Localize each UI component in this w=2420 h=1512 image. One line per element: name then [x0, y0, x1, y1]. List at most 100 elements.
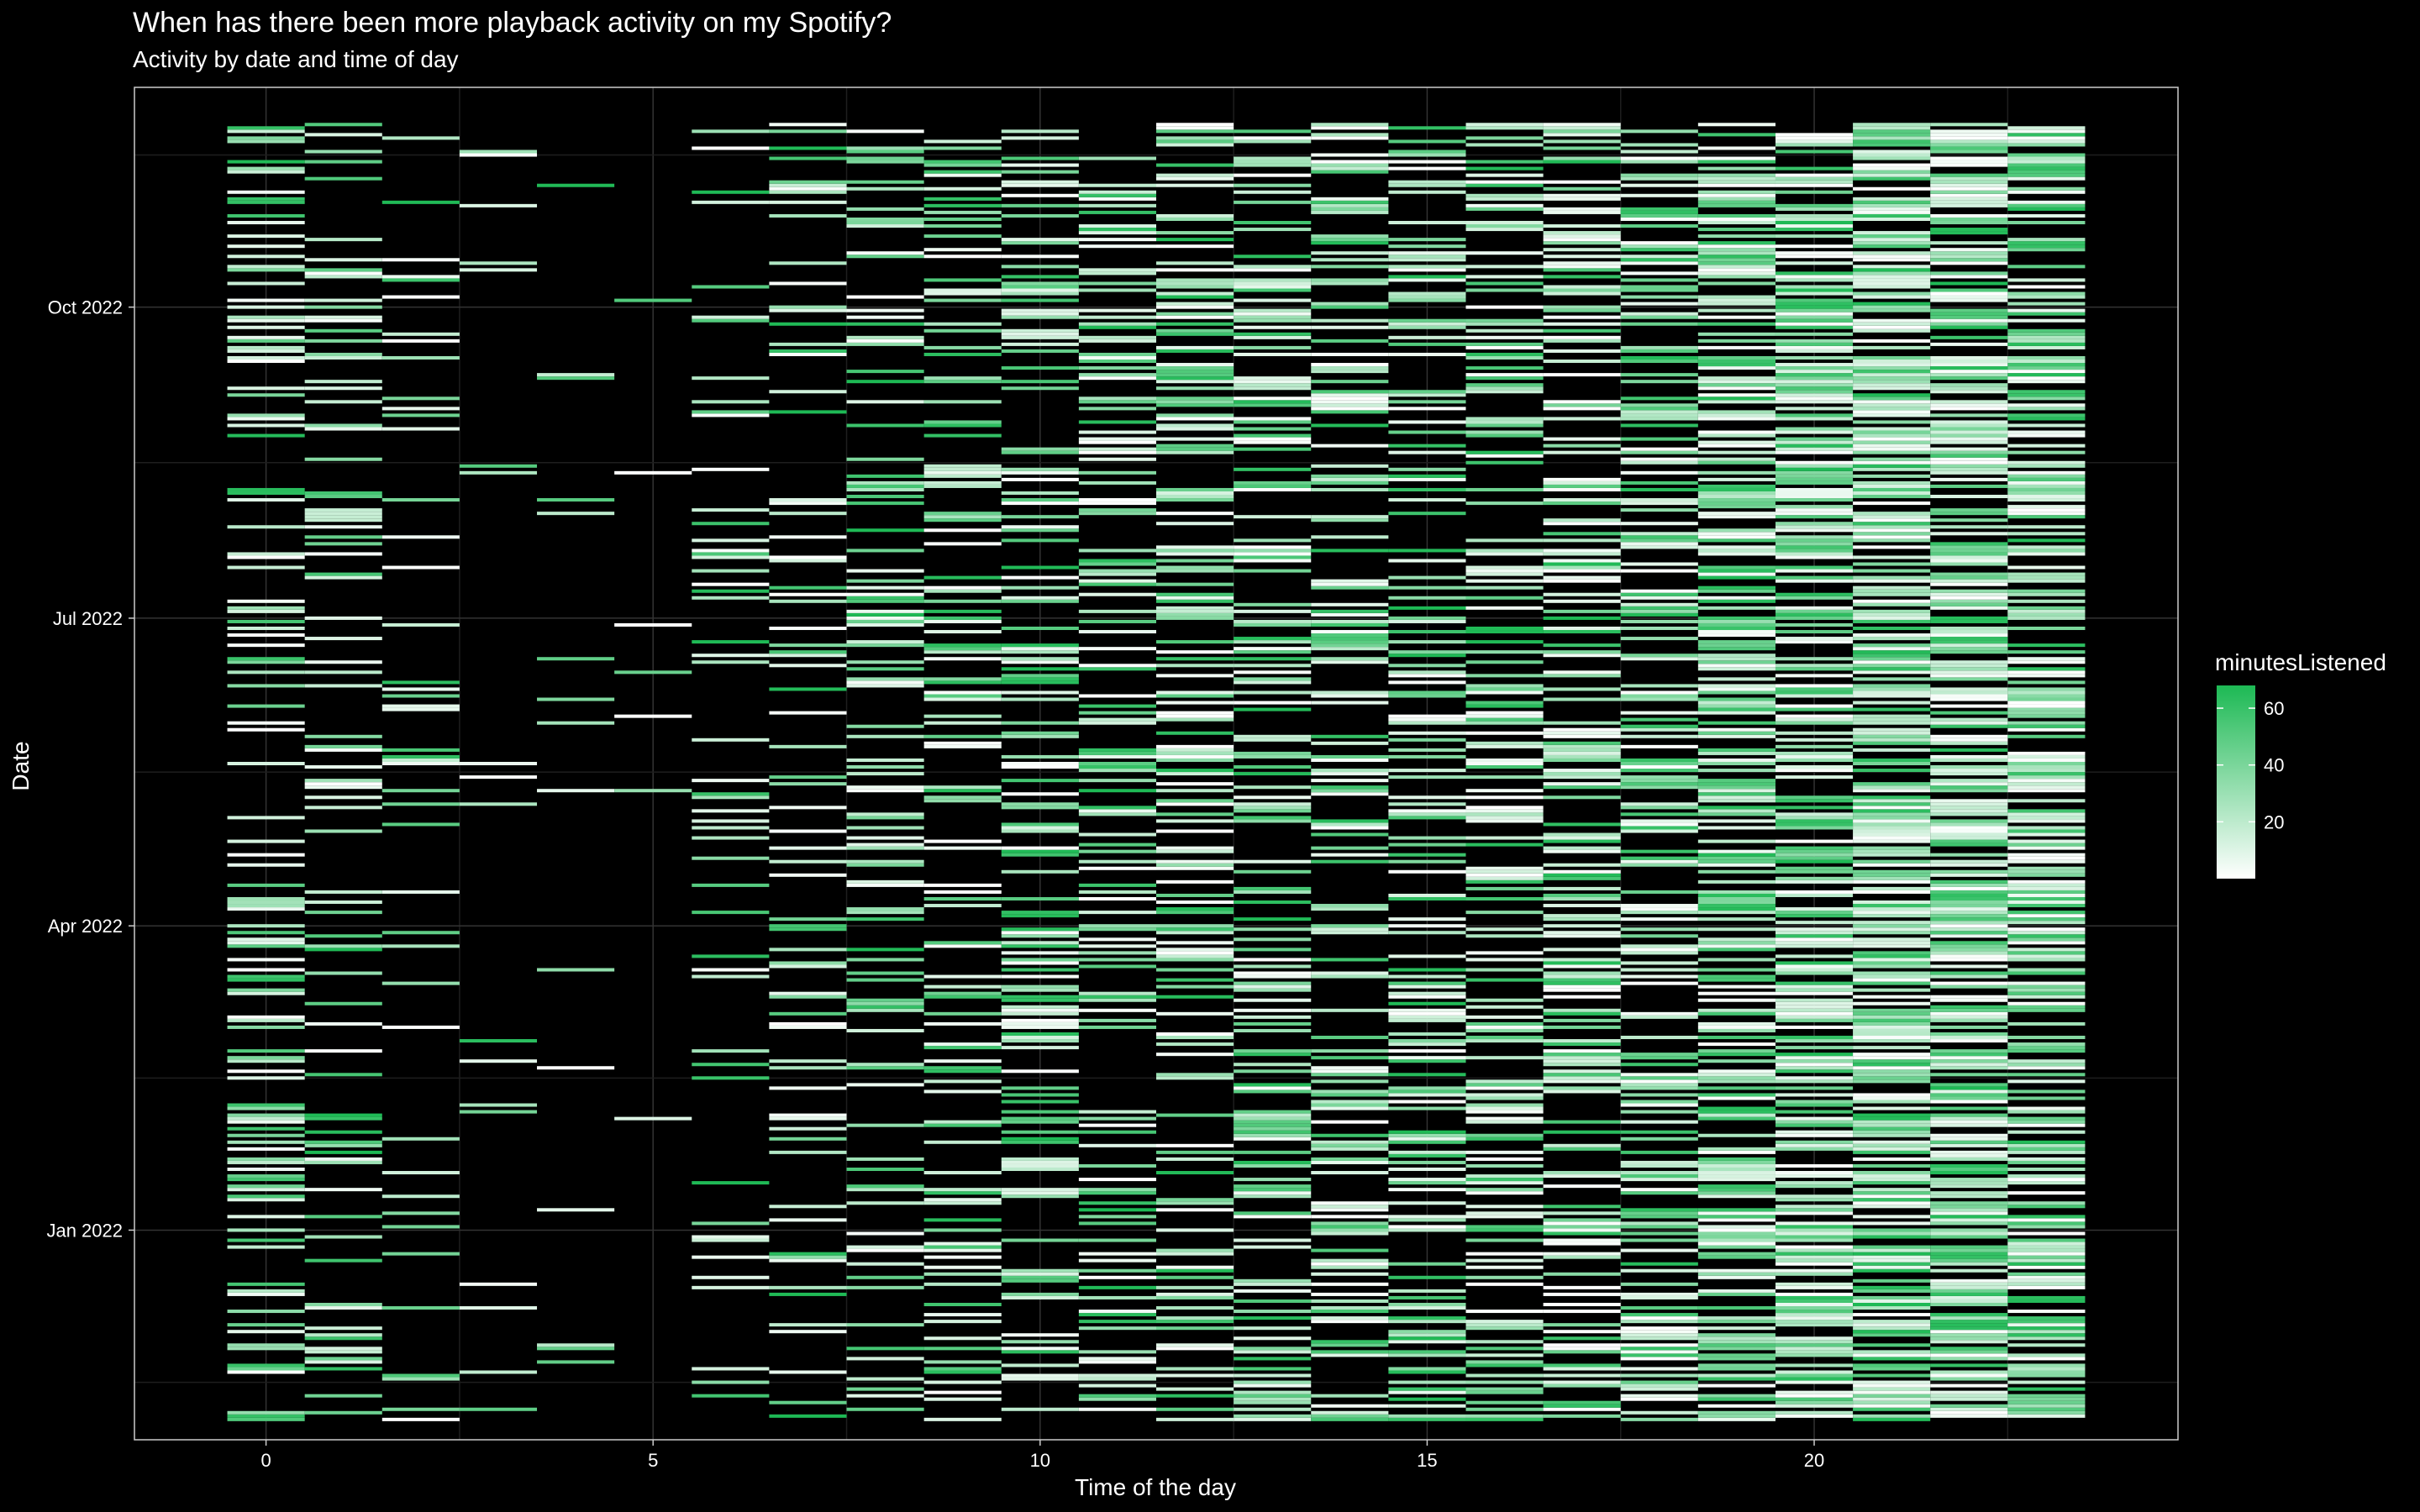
heatmap-tile	[1697, 193, 1776, 197]
heatmap-tile	[381, 761, 460, 766]
heatmap-tile	[1156, 1343, 1234, 1347]
heatmap-tile	[1620, 626, 1698, 631]
heatmap-tile	[923, 630, 1002, 634]
x-tick-label: 0	[260, 1450, 271, 1471]
heatmap-tile	[1697, 711, 1776, 715]
heatmap-tile	[1078, 927, 1156, 932]
heatmap-tile	[304, 670, 382, 675]
heatmap-tile	[1156, 238, 1234, 242]
heatmap-tile	[769, 1323, 847, 1327]
heatmap-tile	[846, 971, 924, 975]
heatmap-tile	[1078, 1110, 1156, 1114]
heatmap-tile	[923, 1390, 1002, 1394]
heatmap-tile	[923, 657, 1002, 661]
heatmap-tile	[1853, 633, 1931, 638]
heatmap-tile	[1775, 217, 1854, 221]
heatmap-tile	[846, 843, 924, 847]
heatmap-tile	[1853, 467, 1931, 471]
heatmap-tile	[1697, 1188, 1776, 1192]
heatmap-tile	[1156, 552, 1234, 556]
heatmap-tile	[2007, 917, 2086, 921]
heatmap-tile	[2007, 609, 2086, 613]
heatmap-tile	[1465, 1414, 1544, 1418]
heatmap-tile	[2007, 373, 2086, 377]
heatmap-tile	[1388, 616, 1466, 620]
heatmap-tile	[1465, 1373, 1544, 1378]
heatmap-tile	[769, 180, 847, 184]
heatmap-tile	[459, 464, 538, 468]
heatmap-tile	[692, 1049, 770, 1053]
heatmap-tile	[1001, 193, 1079, 197]
heatmap-tile	[1234, 1086, 1312, 1090]
heatmap-tile	[1156, 373, 1234, 377]
heatmap-tile	[1620, 765, 1698, 769]
heatmap-tile	[846, 217, 924, 221]
heatmap-tile	[1001, 914, 1079, 918]
heatmap-tile	[1853, 413, 1931, 417]
heatmap-tile	[1775, 308, 1854, 312]
heatmap-tile	[1853, 789, 1931, 793]
heatmap-tile	[1930, 954, 2008, 958]
heatmap-tile	[1930, 1011, 2008, 1016]
heatmap-tile	[1853, 795, 1931, 800]
heatmap-tile	[1543, 562, 1621, 566]
heatmap-tile	[1853, 1367, 1931, 1371]
heatmap-tile	[1078, 937, 1156, 942]
heatmap-tile	[846, 677, 924, 681]
heatmap-tile	[1234, 1299, 1312, 1303]
heatmap-tile	[1156, 948, 1234, 952]
heatmap-tile	[1001, 599, 1079, 603]
heatmap-tile	[1311, 1320, 1389, 1324]
heatmap-tile	[846, 1323, 924, 1327]
heatmap-tile	[1156, 802, 1234, 806]
heatmap-tile	[1775, 684, 1854, 688]
heatmap-tile	[1001, 761, 1079, 766]
heatmap-tile	[227, 643, 305, 648]
heatmap-tile	[1388, 954, 1466, 958]
heatmap-tile	[1465, 1380, 1544, 1384]
heatmap-tile	[1620, 1231, 1698, 1236]
heatmap-tile	[1775, 690, 1854, 695]
heatmap-tile	[1311, 772, 1389, 776]
heatmap-tile	[1930, 914, 2008, 918]
heatmap-tile	[1697, 366, 1776, 370]
heatmap-tile	[1156, 714, 1234, 718]
heatmap-tile	[1543, 1404, 1621, 1408]
heatmap-tile	[1311, 133, 1389, 137]
heatmap-tile	[923, 1313, 1002, 1317]
heatmap-tile	[1697, 991, 1776, 995]
heatmap-tile	[1465, 173, 1544, 177]
heatmap-tile	[1930, 1323, 2008, 1327]
heatmap-tile	[1853, 150, 1931, 154]
heatmap-tile	[2007, 734, 2086, 738]
heatmap-tile	[692, 819, 770, 823]
heatmap-tile	[846, 907, 924, 911]
heatmap-tile	[1001, 538, 1079, 543]
heatmap-tile	[1465, 450, 1544, 454]
heatmap-tile	[1311, 474, 1389, 478]
heatmap-tile	[1620, 1137, 1698, 1141]
heatmap-tile	[1311, 971, 1389, 975]
heatmap-tile	[1234, 315, 1312, 319]
heatmap-tile	[2007, 1282, 2086, 1286]
heatmap-tile	[1853, 1262, 1931, 1266]
heatmap-tile	[1001, 1046, 1079, 1050]
heatmap-tile	[1388, 512, 1466, 516]
heatmap-tile	[2007, 893, 2086, 897]
heatmap-tile	[769, 1252, 847, 1256]
heatmap-tile	[227, 244, 305, 249]
heatmap-tile	[1001, 984, 1079, 989]
heatmap-tile	[1620, 948, 1698, 952]
heatmap-tile	[1620, 417, 1698, 421]
heatmap-tile	[1156, 1373, 1234, 1378]
heatmap-tile	[1853, 592, 1931, 596]
heatmap-tile	[1930, 217, 2008, 221]
heatmap-tile	[1234, 754, 1312, 759]
heatmap-tile	[1001, 826, 1079, 830]
heatmap-tile	[1930, 1292, 2008, 1296]
heatmap-tile	[1930, 1215, 2008, 1219]
heatmap-tile	[2007, 295, 2086, 299]
heatmap-tile	[1775, 1211, 1854, 1215]
heatmap-tile	[1078, 998, 1156, 1002]
